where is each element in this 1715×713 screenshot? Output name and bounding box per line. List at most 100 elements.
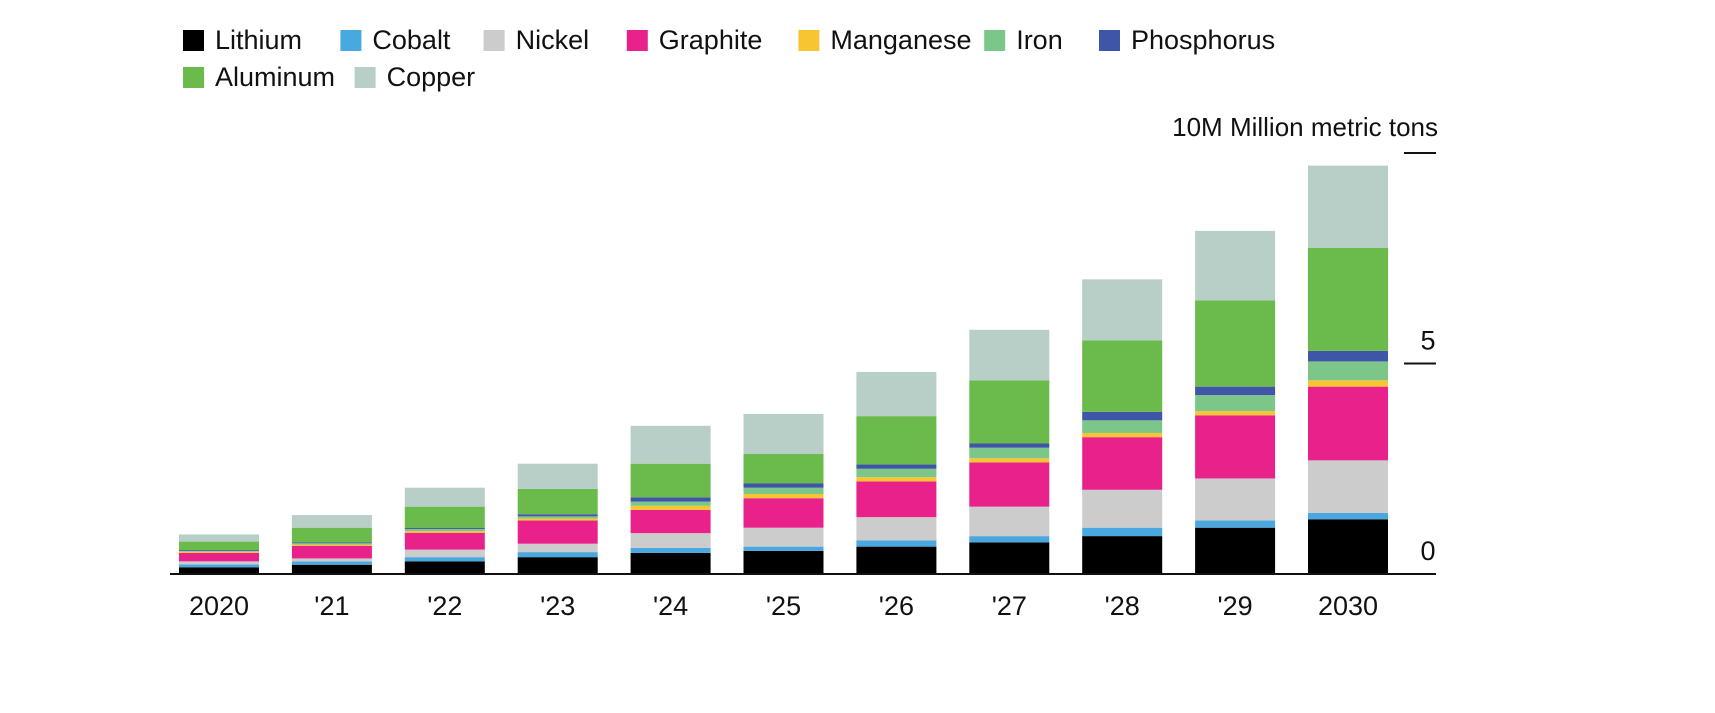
bar-segment-aluminum [291,527,372,543]
bar-segment-graphite [1308,386,1388,461]
bar-segment-aluminum [630,463,711,498]
bar-segment-nickel [969,506,1050,537]
legend-label: Aluminum [215,62,335,92]
bar-segment-graphite [1195,415,1276,479]
bar-2030 [1308,165,1388,574]
bar-segment-cobalt [969,536,1050,543]
bar-segment-lithium [969,542,1050,574]
x-tick-label: '26 [879,591,914,621]
bar-segment-manganese [743,494,824,499]
bar-segment-cobalt [179,564,259,568]
bar-segment-graphite [630,510,711,534]
bar-segment-graphite [404,532,485,550]
bar-segment-cobalt [1195,520,1276,528]
bar-segment-lithium [179,567,259,574]
bar-segment-aluminum [179,541,259,551]
bar-segment-copper [517,463,598,489]
x-tick-label: '25 [766,591,801,621]
bar-segment-lithium [1308,519,1388,574]
bar-'22 [404,487,485,574]
bar-segment-manganese [630,505,711,511]
bar-segment-aluminum [1308,247,1388,351]
bar-segment-phosphorus [630,497,711,502]
bar-segment-aluminum [517,488,598,515]
bar-'29 [1195,230,1276,574]
legend-swatch [340,30,362,51]
legend-item-iron: Iron [984,25,1063,55]
bar-segment-graphite [969,462,1050,507]
bar-segment-iron [743,487,824,495]
legend-label: Lithium [215,25,302,55]
y-tick-label: 0 [1420,536,1435,566]
bar-segment-cobalt [743,546,824,551]
bar-segment-lithium [1082,536,1163,574]
bar-segment-lithium [291,564,372,574]
bar-segment-manganese [517,518,598,521]
bar-segment-iron [630,501,711,506]
legend-item-phosphorus: Phosphorus [1099,25,1275,55]
x-tick-label: '27 [992,591,1027,621]
bar-segment-phosphorus [1082,411,1163,421]
bar-segment-aluminum [1195,300,1276,387]
bar-segment-nickel [1082,489,1163,528]
bar-segment-copper [856,371,937,417]
legend-label: Phosphorus [1131,25,1275,55]
bar-segment-graphite [856,481,937,518]
bar-segment-aluminum [1082,340,1163,412]
bar-segment-aluminum [856,416,937,465]
bar-segment-aluminum [743,454,824,484]
bar-segment-copper [1308,165,1388,248]
legend-swatch [183,67,204,88]
bar-'23 [517,463,598,574]
bar-segment-copper [404,487,485,507]
bar-segment-manganese [291,544,372,546]
bar-segment-manganese [1195,411,1276,416]
bar-segment-iron [517,516,598,519]
bar-segment-nickel [1195,478,1276,521]
bar-segment-manganese [856,477,937,482]
x-tick-label: 2030 [1318,591,1378,621]
bar-segment-copper [743,414,824,455]
bar-'28 [1082,279,1163,574]
bar-segment-graphite [179,552,259,562]
legend-swatch [626,30,648,51]
legend-swatch [1099,30,1120,51]
bar-segment-cobalt [1308,512,1388,520]
legend-label: Cobalt [372,25,451,55]
bar-segment-copper [179,534,259,542]
bar-segment-lithium [743,550,824,574]
legend: Lithium Cobalt Nickel Graphite Manganese Iron… [183,25,1275,92]
y-tick-label: 5 [1420,326,1435,356]
bar-segment-graphite [291,545,372,559]
legend-item-nickel: Nickel [483,25,590,55]
legend-swatch [984,30,1006,51]
legend-item-aluminum: Aluminum [183,62,335,92]
bar-segment-lithium [1195,527,1276,574]
bar-segment-nickel [179,561,259,565]
x-tick-label: '22 [427,591,462,621]
legend-label: Nickel [516,25,590,55]
bar-segment-iron [856,468,937,478]
x-tick-label: '23 [540,591,575,621]
bar-segment-cobalt [630,547,711,553]
x-tick-label: 2020 [189,591,249,621]
bar-'24 [630,425,711,574]
legend-swatch [354,67,376,88]
legend-item-manganese: Manganese [798,25,972,55]
bar-segment-graphite [1082,437,1163,490]
bar-segment-nickel [291,558,372,562]
bar-segment-iron [291,543,372,545]
unit-label: 10M Million metric tons [1172,112,1438,142]
x-tick-label: '21 [314,591,349,621]
bar-segment-nickel [404,549,485,558]
bar-segment-nickel [630,533,711,548]
bar-segment-phosphorus [743,483,824,488]
bar-segment-cobalt [1082,527,1163,537]
bar-segment-copper [969,329,1050,381]
legend-label: Graphite [659,25,763,55]
bar-segment-copper [630,425,711,464]
bar-segment-manganese [969,458,1050,463]
bar-segment-nickel [1308,460,1388,513]
bar-segment-lithium [517,557,598,574]
